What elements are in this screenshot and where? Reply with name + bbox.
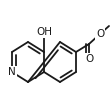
Text: O: O (96, 29, 104, 39)
Text: N: N (8, 67, 16, 77)
Text: OH: OH (36, 27, 52, 37)
Text: O: O (85, 54, 93, 64)
